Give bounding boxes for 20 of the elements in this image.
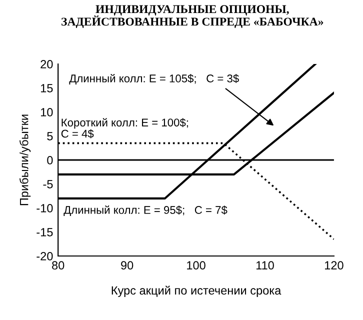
y-tick-label: 15 — [40, 84, 53, 92]
y-axis-title: Прибыли/убытки — [19, 114, 31, 206]
y-tick-label: 10 — [40, 108, 53, 116]
annotation: Короткий колл: E = 100$; C = 4$ — [61, 118, 188, 138]
y-tick-label: 0 — [47, 156, 53, 164]
y-tick-label: -15 — [36, 228, 53, 236]
annotation: Длинный колл: E = 105$; C = 3$ — [69, 74, 239, 84]
x-tick-label: 80 — [52, 261, 64, 270]
y-tick-label: 5 — [47, 132, 53, 140]
x-tick-label: 120 — [325, 261, 344, 270]
x-tick-label: 90 — [121, 261, 134, 270]
chart-title: ИНДИВИДУАЛЬНЫЕ ОПЦИОНЫ, ЗАДЕЙСТВОВАННЫЕ В СПРЕДЕ «БАБОЧКА» — [62, 5, 324, 28]
y-tick-label: -5 — [43, 180, 53, 188]
y-tick-label: -20 — [36, 252, 53, 260]
y-tick-label: 20 — [40, 60, 53, 68]
y-tick-label: -10 — [36, 204, 53, 212]
x-axis-title: Курс акций по истечении срока — [112, 286, 282, 297]
x-tick-label: 110 — [256, 261, 274, 270]
x-tick-label: 100 — [187, 261, 206, 270]
annotation: Длинный колл: E = 95$; C = 7$ — [64, 206, 228, 216]
